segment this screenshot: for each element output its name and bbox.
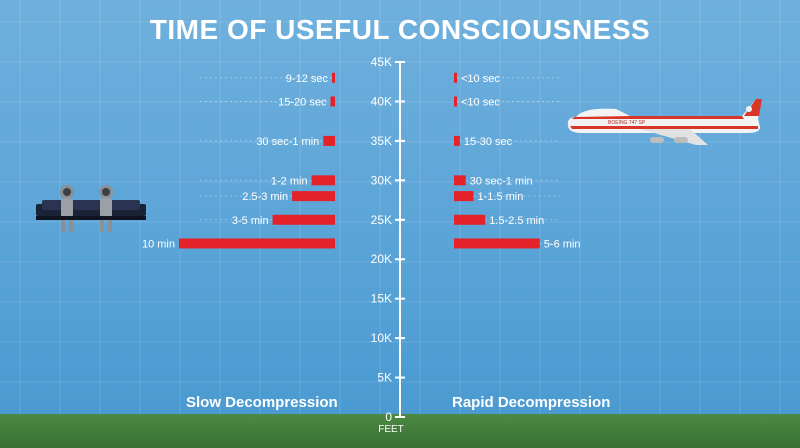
slow-decompression-bar — [332, 72, 335, 83]
slow-bar-label: 9-12 sec — [286, 73, 329, 85]
slow-decompression-bar — [330, 96, 335, 107]
rapid-decompression-bar — [454, 96, 457, 107]
rapid-decompression-bar — [454, 191, 474, 202]
slow-bar-label: 15-20 sec — [278, 96, 327, 108]
rapid-bar-label: <10 sec — [461, 73, 500, 85]
rapid-decompression-label: Rapid Decompression — [452, 394, 611, 411]
axis-tick-label: 45K — [371, 55, 392, 69]
rapid-bar-label: 1-1.5 min — [478, 191, 524, 203]
axis-tick-label: 0 — [385, 410, 392, 424]
rapid-decompression-bar — [454, 214, 486, 225]
axis-tick-label: 40K — [371, 94, 392, 108]
rapid-bar-label: 5-6 min — [544, 238, 581, 250]
rapid-bar-label: <10 sec — [461, 96, 500, 108]
axis-unit-label: FEET — [378, 424, 404, 435]
aircrew-seats-illustration — [36, 185, 146, 232]
axis-tick-label: 5K — [377, 371, 392, 385]
slow-decompression-bar — [272, 214, 335, 225]
chart-title: TIME OF USEFUL CONSCIOUSNESS — [149, 14, 651, 45]
rapid-decompression-bar — [454, 238, 540, 249]
slow-decompression-bar — [179, 238, 335, 249]
slow-bar-label: 2.5-3 min — [242, 191, 288, 203]
axis-tick-label: 30K — [371, 173, 392, 187]
axis-tick-label: 25K — [371, 213, 392, 227]
rapid-decompression-bar — [454, 175, 466, 186]
slow-decompression-bar — [323, 135, 335, 146]
slow-bar-label: 30 sec-1 min — [256, 136, 319, 148]
slow-bar-label: 10 min — [142, 238, 175, 250]
plane-livery-text: BOEING 747 SP — [608, 120, 646, 126]
rapid-decompression-bar — [454, 72, 457, 83]
slow-decompression-label: Slow Decompression — [186, 394, 338, 411]
airliner-illustration: BOEING 747 SP — [567, 99, 762, 145]
slow-bar-label: 3-5 min — [232, 215, 269, 227]
slow-bar-label: 1-2 min — [271, 175, 308, 187]
slow-decompression-bar — [292, 191, 335, 202]
rapid-decompression-bar — [454, 135, 460, 146]
axis-tick-label: 10K — [371, 331, 392, 345]
axis-tick-label: 15K — [371, 292, 392, 306]
axis-tick-label: 20K — [371, 252, 392, 266]
rapid-bar-label: 1.5-2.5 min — [489, 215, 544, 227]
rapid-bar-label: 30 sec-1 min — [470, 175, 533, 187]
axis-tick-label: 35K — [371, 134, 392, 148]
ground-strip — [0, 414, 800, 448]
rapid-bar-label: 15-30 sec — [464, 136, 513, 148]
slow-decompression-bar — [311, 175, 335, 186]
